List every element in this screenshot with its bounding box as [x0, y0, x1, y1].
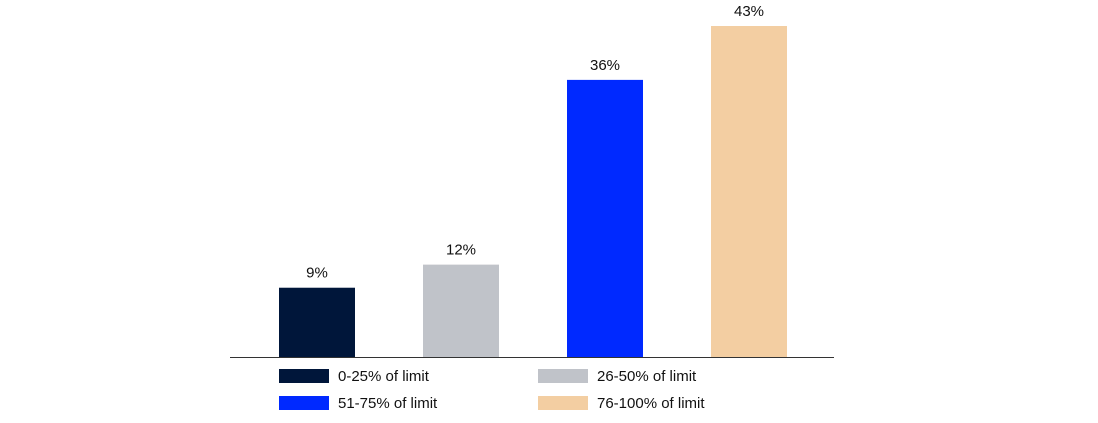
legend-swatch	[538, 396, 588, 410]
legend-swatch	[279, 396, 329, 410]
value-label: 36%	[590, 57, 620, 74]
bar	[567, 79, 643, 357]
bar	[423, 264, 499, 357]
value-label: 12%	[446, 242, 476, 259]
legend-label: 76-100% of limit	[597, 395, 705, 412]
value-label: 9%	[306, 265, 328, 282]
legend-label: 51-75% of limit	[338, 395, 438, 412]
legend-label: 26-50% of limit	[597, 368, 697, 385]
legend-swatch	[538, 369, 588, 383]
legend-swatch	[279, 369, 329, 383]
value-label: 43%	[734, 3, 764, 20]
legend-label: 0-25% of limit	[338, 368, 430, 385]
bar	[711, 26, 787, 357]
bar	[279, 287, 355, 357]
